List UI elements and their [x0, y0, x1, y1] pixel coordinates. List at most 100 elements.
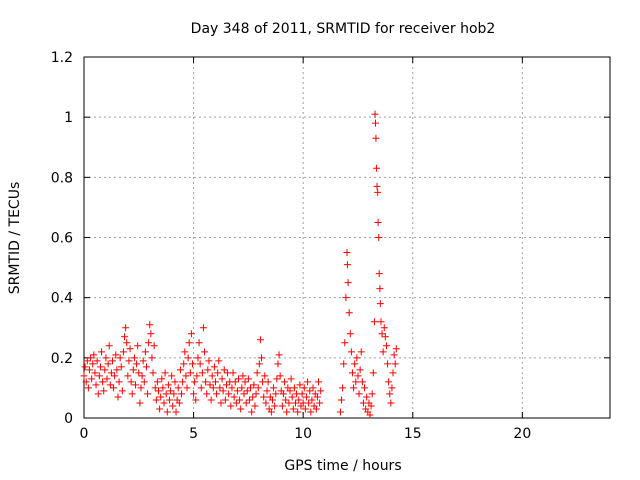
data-point	[119, 348, 127, 356]
data-point	[168, 372, 176, 380]
data-point	[183, 384, 191, 392]
data-point	[231, 378, 239, 386]
data-point	[247, 384, 255, 392]
data-point	[187, 330, 195, 338]
data-point	[110, 384, 118, 392]
data-point	[207, 396, 215, 404]
data-point	[377, 318, 385, 326]
data-point	[271, 402, 279, 410]
data-point	[225, 390, 233, 398]
data-point	[389, 369, 397, 377]
data-point	[368, 390, 376, 398]
data-point	[340, 360, 348, 368]
data-point	[294, 408, 302, 416]
data-point	[240, 390, 248, 398]
data-point	[129, 366, 137, 374]
data-point	[192, 396, 200, 404]
data-point	[361, 384, 369, 392]
data-point	[385, 378, 393, 386]
data-point	[184, 354, 192, 362]
data-point	[213, 390, 221, 398]
data-point	[150, 342, 158, 350]
data-point	[286, 387, 294, 395]
y-tick-label: 0.6	[51, 231, 73, 247]
data-point	[373, 182, 381, 190]
data-point	[164, 381, 172, 389]
data-point	[256, 336, 264, 344]
data-point	[274, 360, 282, 368]
data-point	[171, 378, 179, 386]
data-point	[217, 399, 225, 407]
data-point	[202, 378, 210, 386]
data-point	[113, 366, 121, 374]
data-point	[222, 381, 230, 389]
data-point	[219, 387, 227, 395]
data-point	[287, 375, 295, 383]
data-point	[283, 408, 291, 416]
data-point	[381, 333, 389, 341]
data-point	[370, 318, 378, 326]
data-point	[375, 270, 383, 278]
data-point	[300, 384, 308, 392]
data-point	[245, 396, 253, 404]
data-point	[81, 363, 89, 371]
data-point	[262, 399, 270, 407]
data-point	[145, 339, 153, 347]
data-point	[353, 354, 361, 362]
data-point	[84, 384, 92, 392]
data-point	[146, 321, 154, 329]
data-point	[137, 384, 145, 392]
data-point	[158, 375, 166, 383]
data-point	[216, 384, 224, 392]
data-point	[123, 339, 131, 347]
data-point	[347, 348, 355, 356]
data-point	[161, 369, 169, 377]
data-point	[296, 381, 304, 389]
data-point	[229, 369, 237, 377]
data-point	[250, 381, 258, 389]
data-point	[342, 294, 350, 302]
data-point	[218, 375, 226, 383]
data-point	[382, 342, 390, 350]
data-point	[124, 372, 132, 380]
data-point	[252, 390, 260, 398]
data-point	[255, 360, 263, 368]
data-point	[121, 333, 129, 341]
data-point	[112, 351, 120, 359]
data-point	[258, 354, 266, 362]
data-point	[369, 369, 377, 377]
data-point	[235, 375, 243, 383]
data-point	[122, 324, 130, 332]
data-point	[392, 345, 400, 353]
data-point	[138, 372, 146, 380]
data-point	[197, 384, 205, 392]
data-point	[167, 387, 175, 395]
data-point	[178, 390, 186, 398]
y-tick-label: 0.8	[51, 170, 73, 186]
data-point	[295, 396, 303, 404]
data-point	[205, 357, 213, 365]
data-point	[261, 372, 269, 380]
tick-labels: 0 5 10 15 20 0 0.2 0.4 0.6 0.8 1 1.2	[51, 50, 532, 442]
data-point	[169, 402, 177, 410]
data-point	[182, 372, 190, 380]
data-point	[132, 381, 140, 389]
data-point	[315, 378, 323, 386]
data-point	[136, 399, 144, 407]
data-point	[355, 390, 363, 398]
data-point	[281, 378, 289, 386]
data-point	[193, 372, 201, 380]
data-point	[87, 354, 95, 362]
data-point	[372, 134, 380, 142]
data-point	[273, 375, 281, 383]
data-point	[88, 375, 96, 383]
data-point	[102, 354, 110, 362]
data-point	[198, 369, 206, 377]
data-point	[155, 387, 163, 395]
data-point	[236, 396, 244, 404]
data-point	[176, 366, 184, 374]
data-point	[80, 372, 88, 380]
data-point	[354, 372, 362, 380]
data-point	[165, 396, 173, 404]
data-point	[312, 405, 320, 413]
